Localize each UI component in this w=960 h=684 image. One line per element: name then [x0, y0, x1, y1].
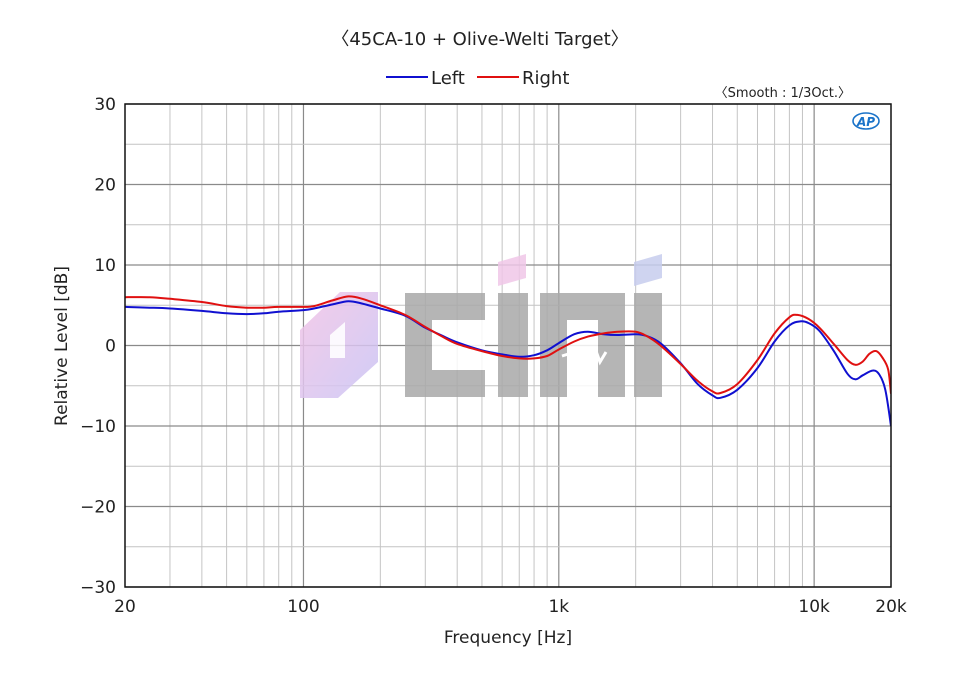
- y-tick-label: −20: [80, 498, 116, 518]
- ap-logo: AP: [852, 112, 880, 130]
- legend-label-right: Right: [522, 68, 569, 89]
- plot-frame: [124, 103, 892, 588]
- x-tick-label: 10k: [798, 597, 830, 617]
- y-axis-label: Relative Level [dB]: [52, 266, 72, 426]
- watermark-block-4: [634, 293, 662, 397]
- y-tick-label: −30: [80, 578, 116, 598]
- legend-label-left: Left: [431, 68, 465, 89]
- chart-title: 〈45CA-10 + Olive-Welti Target〉: [331, 29, 628, 50]
- y-tick-label: 0: [105, 337, 116, 357]
- watermark-wave: [561, 335, 608, 377]
- y-tick-labels: 30 20 10 0 −10 −20 −30: [80, 95, 116, 598]
- x-tick-label: 1k: [548, 597, 569, 617]
- watermark-dot-1: [498, 254, 526, 286]
- legend: Left Right: [386, 68, 569, 89]
- x-tick-label: 20k: [875, 597, 907, 617]
- series-lines: [125, 295, 891, 427]
- y-tick-label: −10: [80, 417, 116, 437]
- x-tick-labels: 20 100 1k 10k 20k: [114, 597, 907, 617]
- series-line-left: [125, 300, 891, 427]
- ap-logo-ring: [852, 112, 880, 130]
- watermark-block-2: [498, 293, 528, 397]
- watermark-hexagon-cut: [330, 322, 345, 358]
- y-tick-label: 10: [94, 256, 116, 276]
- x-tick-label: 20: [114, 597, 136, 617]
- x-axis-label: Frequency [Hz]: [444, 628, 572, 648]
- smoothing-note: 〈Smooth : 1/3Oct.〉: [715, 86, 851, 101]
- x-tick-label: 100: [287, 597, 319, 617]
- y-tick-label: 20: [94, 176, 116, 196]
- y-tick-label: 30: [94, 95, 116, 115]
- watermark-dot-2: [634, 254, 662, 286]
- series-line-right: [125, 295, 891, 395]
- ap-logo-text: AP: [856, 115, 875, 129]
